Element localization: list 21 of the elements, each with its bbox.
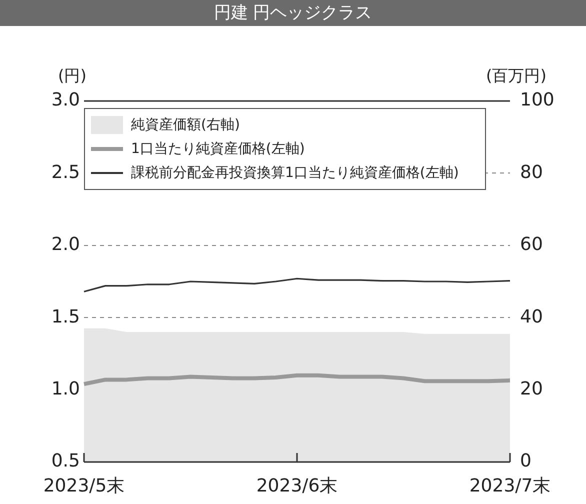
y-tick-label: 3.0	[51, 90, 80, 111]
y2-tick-label: 100	[520, 90, 554, 111]
y2-tick-label: 60	[520, 234, 543, 256]
x-tick-label: 2023/6末	[256, 475, 338, 496]
x-tick-label: 2023/5末	[43, 475, 125, 496]
legend-label: 1口当たり純資産価格(左軸)	[131, 140, 305, 158]
legend-label: 純資産価額(右軸)	[131, 116, 240, 134]
y2-tick-label: 40	[520, 306, 543, 328]
y2-axis-title: (百万円)	[486, 66, 546, 87]
x-tick-label: 2023/7末	[469, 475, 551, 496]
y-tick-label: 2.0	[51, 234, 80, 256]
y-tick-label: 1.5	[51, 306, 80, 328]
y-axis-title: (円)	[58, 66, 86, 87]
y-tick-label: 2.5	[51, 162, 80, 183]
y2-tick-label: 0	[520, 450, 532, 472]
chart-title: 円建 円ヘッジクラス	[0, 0, 586, 26]
y2-tick-label: 20	[520, 378, 543, 400]
y2-tick-label: 80	[520, 162, 543, 183]
legend-label: 課税前分配金再投資換算1口当たり純資産価格(左軸)	[131, 164, 459, 182]
y-tick-label: 1.0	[51, 378, 80, 400]
y-tick-label: 0.5	[51, 450, 80, 472]
